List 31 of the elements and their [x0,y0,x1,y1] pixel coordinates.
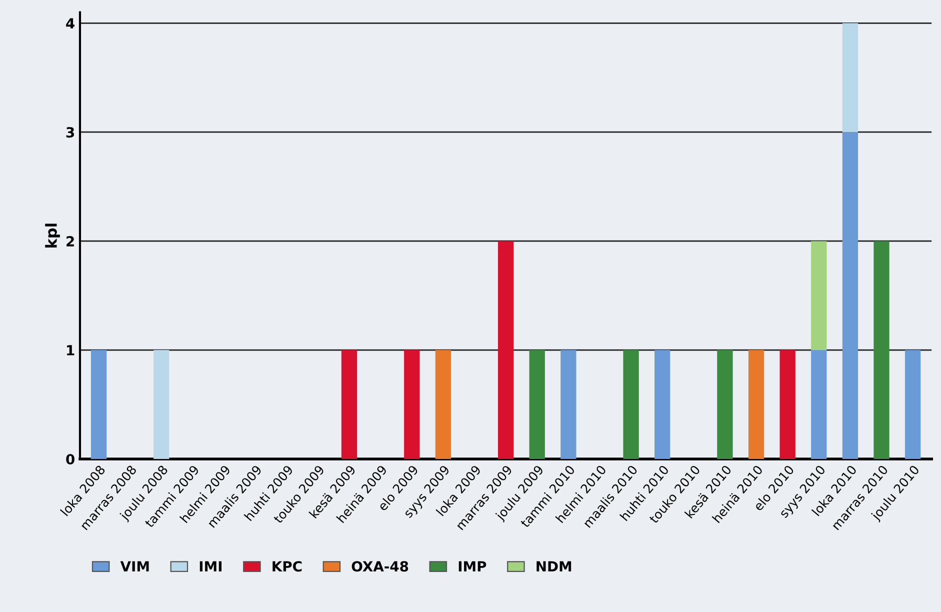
bar [154,350,170,459]
legend-label: NDM [536,561,572,572]
bar [560,350,576,459]
bar [874,241,890,459]
legend-label: IMP [458,561,486,572]
bar [748,350,764,459]
bar [654,350,670,459]
y-tick-label: 4 [66,18,74,28]
bar [404,350,420,459]
bar [811,241,827,350]
legend-label: OXA-48 [352,561,408,572]
y-tick-label: 0 [66,454,74,464]
bar [842,132,858,459]
bar [623,350,639,459]
y-axis-title: kpl [45,224,60,248]
bar [842,23,858,132]
y-tick-label: 1 [67,345,74,356]
bar [529,350,545,459]
y-tick-label: 2 [66,236,74,246]
legend-label: KPC [272,561,302,572]
bar [717,350,733,459]
bar [780,350,796,459]
bar [435,350,451,459]
bar [811,350,827,459]
legend-label: VIM [120,561,149,572]
y-tick-label: 3 [66,127,74,138]
bar [341,350,358,459]
legend-label: IMI [200,561,222,572]
bar [904,350,921,459]
bar [498,241,514,459]
bar [90,350,107,459]
